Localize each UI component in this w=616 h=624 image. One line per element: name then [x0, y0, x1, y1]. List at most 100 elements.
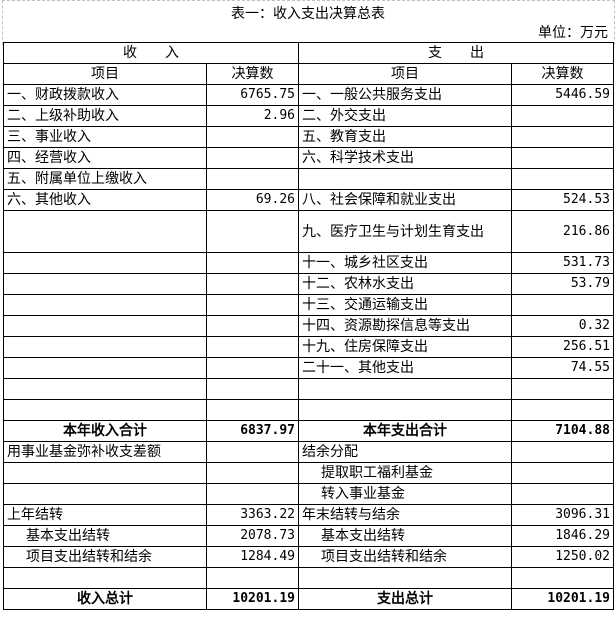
- income-amount: 10201.19: [206, 588, 299, 610]
- table-row: 二十一、其他支出 74.55: [3, 357, 614, 379]
- expense-amount: [511, 168, 614, 190]
- income-item: [3, 294, 207, 316]
- table-row: 一、财政拨款收入 6765.75 一、一般公共服务支出 5446.59: [3, 84, 614, 106]
- table-row: 十四、资源勘探信息等支出 0.32: [3, 315, 614, 337]
- expense-amount: [511, 378, 614, 400]
- expense-amount: [511, 462, 614, 484]
- table-row: 十九、住房保障支出 256.51: [3, 336, 614, 358]
- table-row: 三、事业收入 五、教育支出: [3, 126, 614, 148]
- income-amount: [206, 441, 299, 463]
- table-row: [3, 378, 614, 400]
- expense-amount: 3096.31: [511, 504, 614, 526]
- income-item: 上年结转: [3, 504, 207, 526]
- expense-item: 支出总计: [298, 588, 512, 610]
- income-amount: 3363.22: [206, 504, 299, 526]
- expense-item: [298, 399, 512, 421]
- expense-item: 六、科学技术支出: [298, 147, 512, 169]
- income-amount: [206, 399, 299, 421]
- income-expense-table: 收 入 支 出 项目 决算数 项目 决算数 一、财政拨款收入 6765.75 一、一…: [3, 42, 614, 610]
- table-row: 转入事业基金: [3, 483, 614, 505]
- expense-amount: 1846.29: [511, 525, 614, 547]
- income-item: [3, 378, 207, 400]
- expense-item: 一、一般公共服务支出: [298, 84, 512, 106]
- expense-item: 八、社会保障和就业支出: [298, 189, 512, 211]
- table-row: 基本支出结转 2078.73 基本支出结转 1846.29: [3, 525, 614, 547]
- expense-item: [298, 567, 512, 589]
- income-item: [3, 273, 207, 295]
- table-row: 十一、城乡社区支出 531.73: [3, 252, 614, 274]
- income-amount: 6765.75: [206, 84, 299, 106]
- table-row: 提取职工福利基金: [3, 462, 614, 484]
- income-item: 六、其他收入: [3, 189, 207, 211]
- expense-item: 二、外交支出: [298, 105, 512, 127]
- income-item: 用事业基金弥补收支差额: [3, 441, 207, 463]
- expense-item: 五、教育支出: [298, 126, 512, 148]
- income-amount: [206, 210, 299, 253]
- expense-item: 十一、城乡社区支出: [298, 252, 512, 274]
- expense-amount: [511, 441, 614, 463]
- income-amount: 69.26: [206, 189, 299, 211]
- total-row: 收入总计 10201.19 支出总计 10201.19: [3, 588, 614, 610]
- income-amount: [206, 336, 299, 358]
- expense-item: 二十一、其他支出: [298, 357, 512, 379]
- income-item: [3, 315, 207, 337]
- income-item: [3, 567, 207, 589]
- expense-amount: 5446.59: [511, 84, 614, 106]
- unit-label: 单位：万元: [538, 25, 608, 41]
- expense-item: 九、医疗卫生与计划生育支出: [298, 210, 512, 253]
- table-row: 九、医疗卫生与计划生育支出 216.86: [3, 210, 614, 253]
- income-item: [3, 483, 207, 505]
- expense-amount: 10201.19: [511, 588, 614, 610]
- income-item: 一、财政拨款收入: [3, 84, 207, 106]
- table-row: 项目支出结转和结余 1284.49 项目支出结转和结余 1250.02: [3, 546, 614, 568]
- column-header-row: 项目 决算数 项目 决算数: [3, 63, 614, 85]
- income-item: [3, 336, 207, 358]
- expense-amount: 1250.02: [511, 546, 614, 568]
- expense-amount-header: 决算数: [511, 63, 614, 85]
- income-amount: [206, 126, 299, 148]
- expense-amount: 0.32: [511, 315, 614, 337]
- income-amount: 6837.97: [206, 420, 299, 442]
- income-item: 五、附属单位上缴收入: [3, 168, 207, 190]
- expense-amount: [511, 483, 614, 505]
- table-row: 十二、农林水支出 53.79: [3, 273, 614, 295]
- expense-item: 十三、交通运输支出: [298, 294, 512, 316]
- expense-amount: [511, 105, 614, 127]
- table-row: [3, 399, 614, 421]
- expense-item: 转入事业基金: [298, 483, 512, 505]
- table-row: 十三、交通运输支出: [3, 294, 614, 316]
- page-border: [2, 0, 615, 45]
- income-item: [3, 462, 207, 484]
- expense-item: [298, 168, 512, 190]
- expense-item: [298, 378, 512, 400]
- expense-item: 十四、资源勘探信息等支出: [298, 315, 512, 337]
- income-amount: [206, 378, 299, 400]
- income-item: 二、上级补助收入: [3, 105, 207, 127]
- table-row: 五、附属单位上缴收入: [3, 168, 614, 190]
- income-item: [3, 210, 207, 253]
- income-amount: [206, 483, 299, 505]
- expense-amount: [511, 399, 614, 421]
- expense-item: 项目支出结转和结余: [298, 546, 512, 568]
- income-item: 本年收入合计: [3, 420, 207, 442]
- income-item: 项目支出结转和结余: [3, 546, 207, 568]
- income-item: [3, 252, 207, 274]
- income-item-header: 项目: [3, 63, 207, 85]
- income-amount: 2078.73: [206, 525, 299, 547]
- income-item: [3, 357, 207, 379]
- expense-header: 支 出: [298, 42, 614, 64]
- expense-amount: 74.55: [511, 357, 614, 379]
- expense-amount: [511, 147, 614, 169]
- income-amount: [206, 168, 299, 190]
- income-amount: [206, 357, 299, 379]
- table-row: 用事业基金弥补收支差额 结余分配: [3, 441, 614, 463]
- table-row: 四、经营收入 六、科学技术支出: [3, 147, 614, 169]
- table-row: 二、上级补助收入 2.96 二、外交支出: [3, 105, 614, 127]
- expense-amount: [511, 567, 614, 589]
- expense-amount: 531.73: [511, 252, 614, 274]
- total-row: 本年收入合计 6837.97 本年支出合计 7104.88: [3, 420, 614, 442]
- expense-item: 十二、农林水支出: [298, 273, 512, 295]
- expense-item: 本年支出合计: [298, 420, 512, 442]
- expense-item: 年末结转与结余: [298, 504, 512, 526]
- income-item: 三、事业收入: [3, 126, 207, 148]
